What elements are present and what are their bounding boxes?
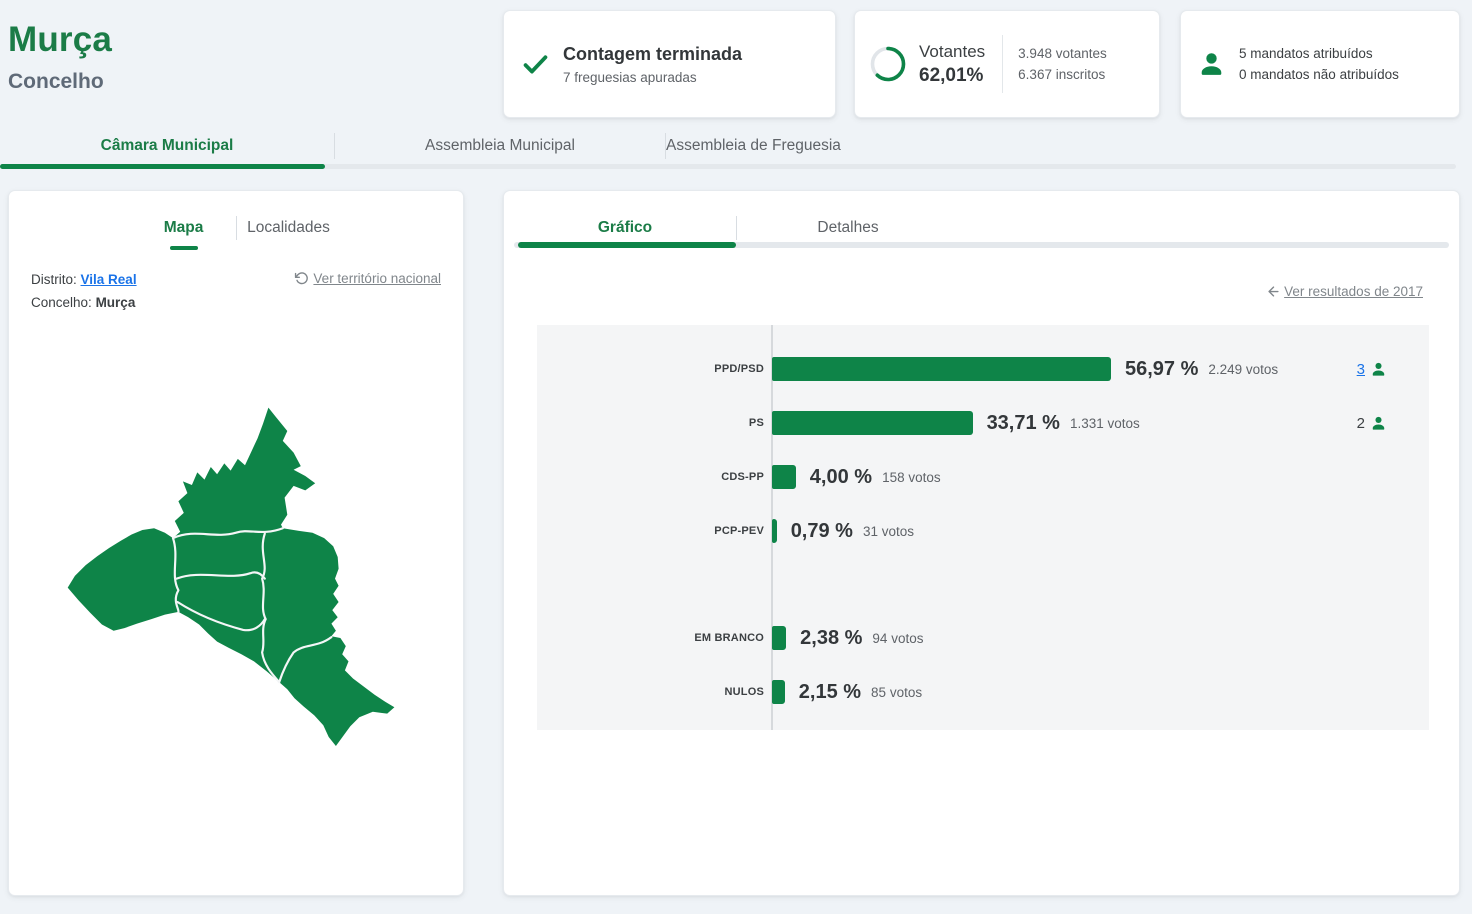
page-subtitle: Concelho [8,70,104,93]
party-label: CDS-PP [721,471,764,483]
mandates-cell: 2 [1357,415,1387,432]
result-percent: 56,97 % [1124,357,1199,380]
turnout-card: Votantes 62,01% 3.948 votantes 6.367 ins… [854,10,1160,118]
counting-subtitle: 7 freguesias apuradas [563,69,697,85]
main-tabs-track [0,164,1456,169]
mandates-assigned: 5 mandatos atribuídos [1239,46,1373,61]
concelho-value: Murça [95,295,136,310]
chart-row: PCP-PEV 0,79 % 31 votos [537,519,1429,543]
turnout-label: Votantes [919,41,986,61]
counting-title: Contagem terminada [563,43,743,64]
mandates-count: 2 [1356,414,1365,432]
card-divider [1002,35,1004,93]
results-panel: Gráfico Detalhes Ver resultados de 2017 … [503,190,1460,896]
counting-status-card: Contagem terminada 7 freguesias apuradas [503,10,836,118]
result-votes: 31 votos [862,523,914,539]
result-votes: 158 votos [882,469,941,485]
turnout-voters: 3.948 votantes [1018,46,1107,61]
tab-detalhes[interactable]: Detalhes [817,219,879,236]
concelho-label: Concelho: [31,295,92,310]
result-percent: 2,15 % [798,680,862,703]
mandates-count-link[interactable]: 3 [1356,360,1365,378]
result-percent: 2,38 % [800,626,863,649]
tab-localidades[interactable]: Localidades [247,219,330,236]
mandates-person-icon [1370,361,1387,378]
turnout-registered: 6.367 inscritos [1018,67,1106,82]
chart-row: PS 33,71 % 1.331 votos 2 [537,411,1429,435]
tab-mapa[interactable]: Mapa [132,219,236,237]
party-label: NULOS [724,686,764,698]
party-label: EM BRANCO [694,632,764,644]
result-votes: 2.249 votos [1208,361,1279,377]
results-chart: PPD/PSD 56,97 % 2.249 votos 3 PS 33,71 % 1.331… [537,325,1429,730]
result-percent: 4,00 % [809,465,873,488]
results-2017-link[interactable]: Ver resultados de 2017 [1266,284,1423,299]
person-icon [1197,50,1226,79]
chart-row: CDS-PP 4,00 % 158 votos [537,465,1429,489]
page-title: Murça [8,20,113,59]
district-label: Distrito: [31,272,77,287]
municipality-map[interactable] [38,386,434,782]
map-panel: Mapa Localidades Distrito: Vila Real Con… [8,190,464,896]
page-header: Murça Concelho [8,20,112,94]
party-label: PCP-PEV [714,525,764,537]
tab-separator [334,132,335,159]
result-bar [772,680,785,704]
mandates-cell: 3 [1357,361,1387,378]
mandates-unassigned: 0 mandatos não atribuídos [1239,67,1399,82]
concelho-line: Concelho: Murça [31,291,137,314]
results-tabs-active-indicator [518,242,736,248]
party-label: PS [748,417,764,429]
result-votes: 1.331 votos [1069,415,1140,431]
chart-row: NULOS 2,15 % 85 votos [537,680,1429,704]
chart-row: EM BRANCO 2,38 % 94 votos [537,626,1429,650]
tab-assembleia-freguesia[interactable]: Assembleia de Freguesia [666,136,841,154]
mandates-person-icon [1370,415,1387,432]
result-votes: 85 votos [871,684,923,700]
tab-separator [665,132,666,159]
result-bar [772,465,796,489]
main-tabs-active-indicator [0,164,325,169]
tab-grafico[interactable]: Gráfico [597,219,653,236]
tab-separator [235,216,237,240]
tab-camara-municipal[interactable]: Câmara Municipal [100,136,234,154]
result-percent: 0,79 % [790,519,853,542]
check-icon [522,51,549,78]
district-line: Distrito: Vila Real [31,268,137,291]
party-label: PPD/PSD [714,363,764,375]
district-link[interactable]: Vila Real [80,272,137,287]
national-territory-link[interactable]: Ver território nacional [294,271,441,286]
chart-row: PPD/PSD 56,97 % 2.249 votos 3 [537,357,1429,381]
undo-icon [294,271,309,286]
result-bar [772,519,777,543]
result-bar [772,411,973,435]
tab-separator [736,216,737,240]
result-percent: 33,71 % [986,411,1060,434]
result-votes: 94 votos [872,630,924,646]
tab-assembleia-municipal[interactable]: Assembleia Municipal [425,136,575,154]
turnout-percent: 62,01% [919,64,984,86]
progress-ring-icon [869,45,907,83]
result-bar [772,626,787,650]
result-bar [772,357,1111,381]
turnout-ring-progress [870,46,906,82]
main-tabs: Câmara Municipal Assembleia Municipal As… [0,131,1456,169]
results-tabs-track [514,242,1449,248]
arrow-left-icon [1266,284,1281,299]
mandates-card: 5 mandatos atribuídos 0 mandatos não atr… [1180,10,1460,118]
